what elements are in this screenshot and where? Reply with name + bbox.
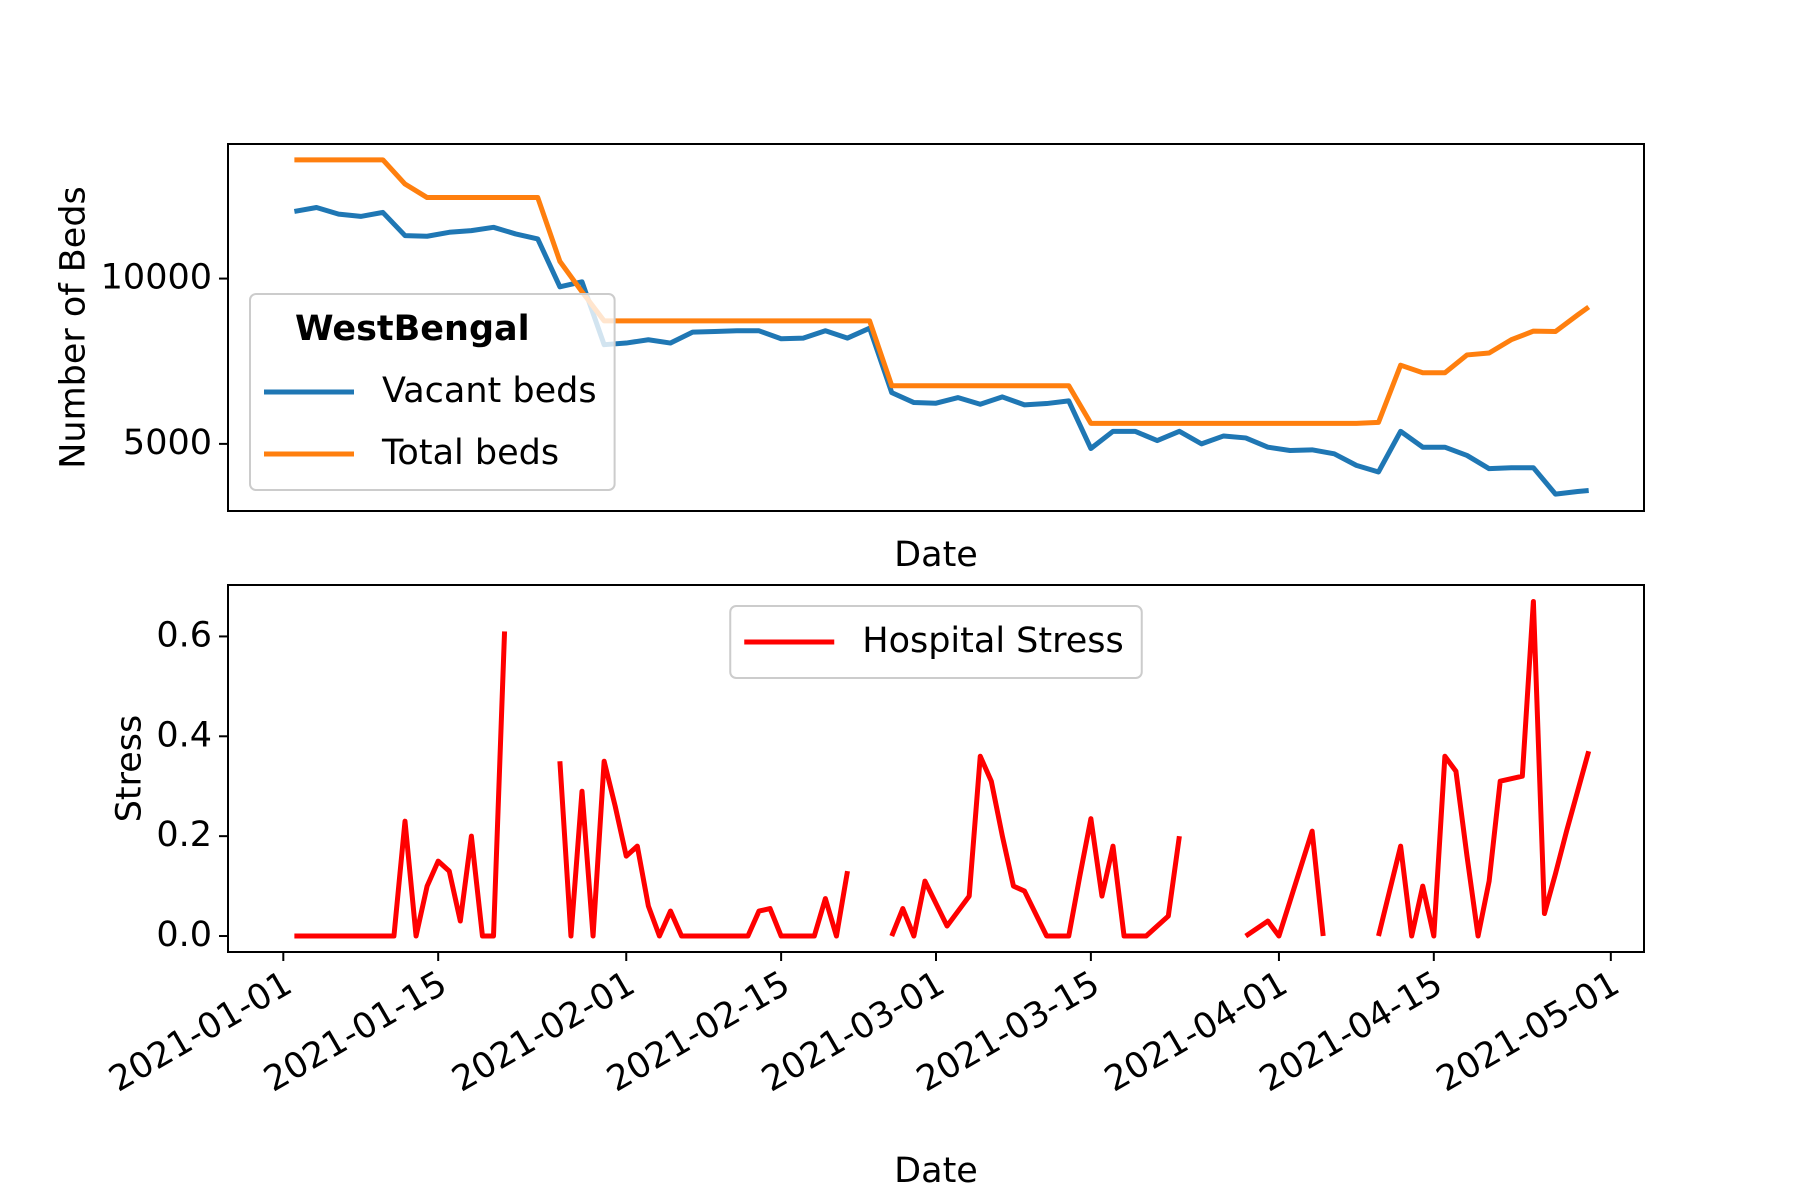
y-tick-label: 5000 bbox=[123, 423, 212, 463]
axes-frame bbox=[227, 143, 1645, 512]
x-axis-label: Date bbox=[894, 1151, 978, 1191]
y-axis-label: Stress bbox=[109, 715, 149, 823]
legend-label: Total beds bbox=[381, 433, 559, 473]
y-tick-label: 0.4 bbox=[156, 715, 212, 755]
y-tick-label: 0.2 bbox=[156, 815, 212, 855]
legend-label: Hospital Stress bbox=[862, 621, 1124, 661]
legend-title: WestBengal bbox=[295, 309, 530, 349]
y-tick-label: 10000 bbox=[101, 258, 212, 298]
legend-label: Vacant beds bbox=[382, 371, 597, 411]
y-tick-label: 0.6 bbox=[156, 615, 212, 655]
legend-box bbox=[249, 293, 616, 491]
legend: WestBengal Vacant beds Total beds bbox=[249, 293, 616, 491]
y-axis-label: Number of Beds bbox=[54, 186, 94, 469]
legend-box bbox=[729, 605, 1143, 679]
y-tick-label: 0.0 bbox=[156, 915, 212, 955]
data-line bbox=[293, 204, 1589, 497]
data-line bbox=[294, 157, 1591, 426]
legend: Hospital Stress bbox=[729, 605, 1143, 679]
axes-frame bbox=[227, 584, 1645, 953]
data-line bbox=[294, 598, 1592, 939]
x-axis-label: Date bbox=[894, 535, 978, 575]
x-tick-label: 2021-05-01 bbox=[1430, 964, 1626, 1100]
